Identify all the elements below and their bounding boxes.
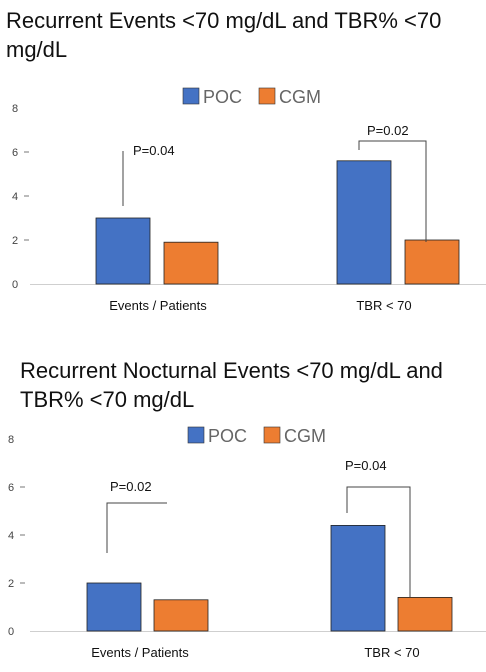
category-label: TBR < 70 <box>364 645 419 660</box>
legend-label-poc: POC <box>203 87 242 107</box>
bar-poc-2 <box>330 525 386 632</box>
p-value-label: P=0.02 <box>110 479 152 494</box>
significance-bracket <box>106 502 167 553</box>
y-tick-label: 0 <box>8 626 14 638</box>
y-tick-label: 2 <box>12 235 18 247</box>
y-tick-label: 6 <box>12 147 18 159</box>
legend-label-poc: POC <box>208 426 247 446</box>
legend-label-cgm: CGM <box>284 426 326 446</box>
y-tick-label: 8 <box>8 434 14 446</box>
bar-cgm-1 <box>163 241 219 285</box>
category-label: Events / Patients <box>91 645 189 660</box>
legend-label-cgm: CGM <box>279 87 321 107</box>
y-tick-label: 4 <box>12 191 18 203</box>
legend-swatch-poc <box>187 426 205 444</box>
bar-poc-1 <box>95 217 151 285</box>
chart-1-title: Recurrent Events <70 mg/dL and TBR% <70 … <box>6 8 442 62</box>
bar-cgm-2 <box>397 596 453 632</box>
category-label: TBR < 70 <box>356 298 411 313</box>
y-tick-label: 8 <box>12 103 18 115</box>
chart-2: 0 2 4 6 8 POC CGM Events / Patients TBR < 70 P=0.… <box>8 426 486 660</box>
p-value-label: P=0.04 <box>345 458 387 473</box>
bar-cgm-2 <box>404 239 460 285</box>
p-value-label: P=0.04 <box>133 143 175 158</box>
y-tick-label: 4 <box>8 530 14 542</box>
y-tick-label: 6 <box>8 482 14 494</box>
significance-bracket <box>346 486 411 597</box>
chart-2-title: Recurrent Nocturnal Events <70 mg/dL and… <box>20 358 443 412</box>
category-label: Events / Patients <box>109 298 207 313</box>
legend-swatch-cgm <box>258 87 276 105</box>
p-value-label: P=0.02 <box>367 123 409 138</box>
legend-swatch-cgm <box>263 426 281 444</box>
bar-poc-2 <box>336 160 392 285</box>
bar-poc-1 <box>86 582 142 632</box>
y-tick-label: 0 <box>12 279 18 291</box>
significance-bracket <box>358 140 427 242</box>
legend-swatch-poc <box>182 87 200 105</box>
bar-cgm-1 <box>153 599 209 632</box>
chart-1: 0 2 4 6 8 POC CGM Events / Patients TBR < 70 P=0.… <box>12 87 486 313</box>
y-tick-label: 2 <box>8 578 14 590</box>
